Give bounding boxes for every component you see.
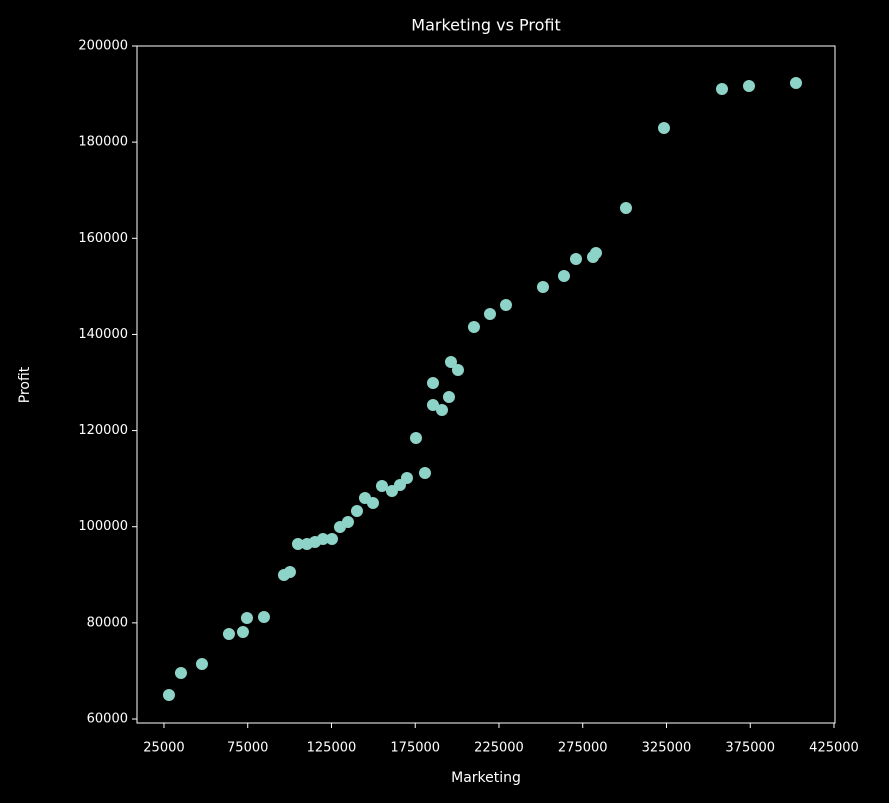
x-tick-label: 25000 — [143, 741, 184, 756]
y-tick-label: 80000 — [87, 615, 128, 630]
point — [715, 82, 728, 95]
point — [619, 202, 632, 215]
x-tick-label: 425000 — [809, 741, 859, 756]
y-tick-label: 200000 — [78, 39, 128, 54]
point — [366, 497, 379, 510]
y-tick-label: 180000 — [78, 135, 128, 150]
y-tick-label: 120000 — [78, 423, 128, 438]
point — [589, 246, 602, 259]
x-tick-label: 375000 — [725, 741, 775, 756]
point — [536, 280, 549, 293]
point — [442, 390, 455, 403]
point — [162, 689, 175, 702]
point — [316, 532, 329, 545]
point — [375, 480, 388, 493]
y-tick-label: 140000 — [78, 327, 128, 342]
x-tick-label: 225000 — [474, 741, 524, 756]
point — [418, 466, 431, 479]
x-tick-label: 75000 — [227, 741, 268, 756]
point — [400, 471, 413, 484]
x-tick-label: 125000 — [307, 741, 357, 756]
y-tick-label: 60000 — [87, 712, 128, 727]
point — [444, 355, 457, 368]
point — [240, 612, 253, 625]
point — [222, 628, 235, 641]
x-tick-label: 275000 — [558, 741, 608, 756]
point — [257, 611, 270, 624]
point — [236, 625, 249, 638]
plot-frame — [136, 45, 836, 724]
point — [657, 122, 670, 135]
point — [325, 532, 338, 545]
point — [409, 431, 422, 444]
point — [569, 253, 582, 266]
point — [557, 269, 570, 282]
point — [435, 404, 448, 417]
x-axis-label: Marketing — [451, 770, 521, 786]
point — [499, 298, 512, 311]
point — [451, 364, 464, 377]
y-tick-label: 100000 — [78, 519, 128, 534]
x-tick-label: 325000 — [642, 741, 692, 756]
point — [467, 320, 480, 333]
point — [789, 76, 802, 89]
chart-title: Marketing vs Profit — [411, 16, 560, 35]
y-tick-label: 160000 — [78, 231, 128, 246]
point — [350, 505, 363, 518]
point — [174, 667, 187, 680]
point — [426, 399, 439, 412]
point — [483, 308, 496, 321]
point — [291, 538, 304, 551]
point — [195, 658, 208, 671]
point — [283, 566, 296, 579]
y-axis-label: Profit — [17, 366, 33, 403]
x-tick-label: 175000 — [390, 741, 440, 756]
point — [742, 79, 755, 92]
point — [341, 516, 354, 529]
point — [426, 376, 439, 389]
